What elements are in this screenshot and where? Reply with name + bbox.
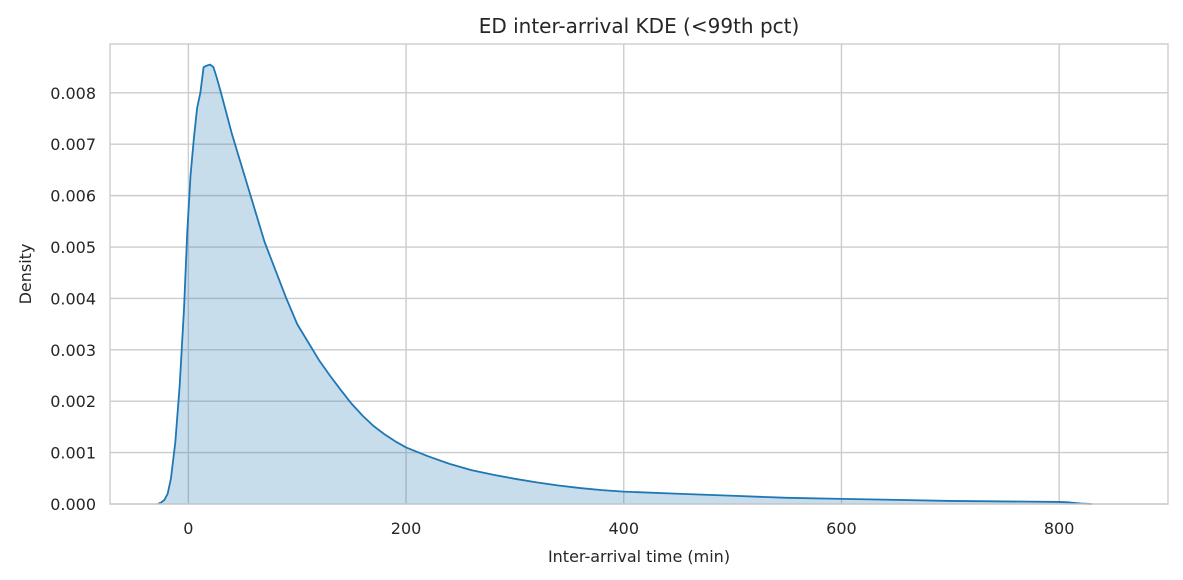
y-tick-label: 0.001 bbox=[50, 444, 96, 463]
x-axis-ticks: 0 200 400 600 800 bbox=[183, 519, 1074, 538]
x-tick-label: 800 bbox=[1044, 519, 1075, 538]
plot-area bbox=[157, 63, 1092, 505]
y-tick-label: 0.005 bbox=[50, 238, 96, 257]
x-axis-label: Inter-arrival time (min) bbox=[548, 547, 730, 566]
y-tick-label: 0.008 bbox=[50, 84, 96, 103]
y-tick-label: 0.003 bbox=[50, 341, 96, 360]
x-tick-label: 200 bbox=[391, 519, 422, 538]
y-axis-label: Density bbox=[16, 244, 35, 305]
chart-title: ED inter-arrival KDE (<99th pct) bbox=[479, 14, 800, 38]
y-tick-label: 0.002 bbox=[50, 392, 96, 411]
y-tick-label: 0.004 bbox=[50, 289, 96, 308]
plot-frame bbox=[109, 43, 1169, 505]
y-tick-label: 0.006 bbox=[50, 187, 96, 206]
y-axis-ticks: 0.000 0.001 0.002 0.003 0.004 0.005 0.006 0.007… bbox=[50, 84, 96, 514]
y-tick-label: 0.007 bbox=[50, 135, 96, 154]
x-tick-label: 400 bbox=[608, 519, 639, 538]
x-tick-label: 0 bbox=[183, 519, 193, 538]
x-tick-label: 600 bbox=[826, 519, 857, 538]
y-tick-label: 0.000 bbox=[50, 495, 96, 514]
kde-area-fill bbox=[157, 64, 1092, 504]
kde-line bbox=[157, 63, 1092, 505]
